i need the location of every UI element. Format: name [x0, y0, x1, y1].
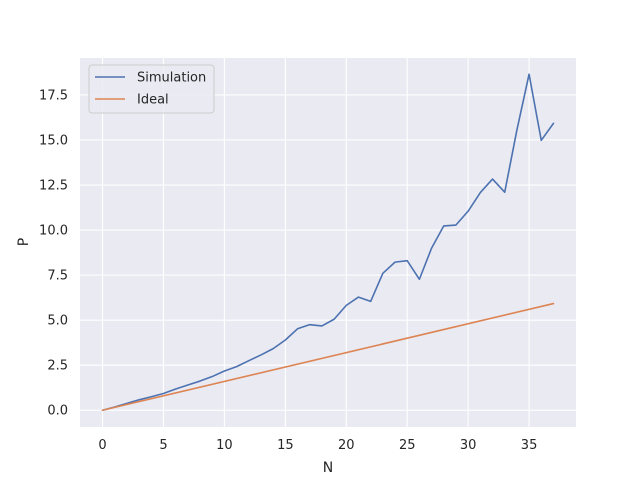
series-lines — [101, 73, 555, 412]
x-tick-label: 30 — [460, 438, 477, 453]
x-tick-labels: 0 5 10 15 20 25 30 35 — [98, 438, 537, 453]
x-axis-label: N — [323, 460, 333, 476]
y-tick-label: 10.0 — [39, 224, 68, 239]
x-tick-label: 0 — [98, 438, 106, 453]
y-tick-label: 15.0 — [39, 133, 68, 148]
series-line-ideal — [101, 302, 555, 412]
legend-label: Ideal — [137, 93, 169, 108]
x-tick-label: 25 — [399, 438, 416, 453]
x-tick-label: 20 — [338, 438, 355, 453]
y-tick-label: 12.5 — [39, 179, 68, 194]
y-axis-label: P — [16, 238, 32, 246]
y-tick-label: 0.0 — [47, 404, 68, 419]
y-tick-label: 7.5 — [47, 269, 68, 284]
y-tick-labels: 0.0 2.5 5.0 7.5 10.0 12.5 15.0 17.5 — [39, 88, 68, 418]
legend-label: Simulation — [137, 71, 206, 86]
y-tick-label: 2.5 — [47, 359, 68, 374]
x-tick-label: 35 — [521, 438, 538, 453]
x-tick-label: 10 — [216, 438, 233, 453]
y-tick-label: 5.0 — [47, 314, 68, 329]
legend: Simulation Ideal — [88, 64, 215, 114]
grid — [80, 58, 576, 427]
x-tick-label: 15 — [277, 438, 294, 453]
y-tick-label: 17.5 — [39, 88, 68, 103]
x-tick-label: 5 — [159, 438, 167, 453]
series-line-simulation — [101, 73, 555, 412]
